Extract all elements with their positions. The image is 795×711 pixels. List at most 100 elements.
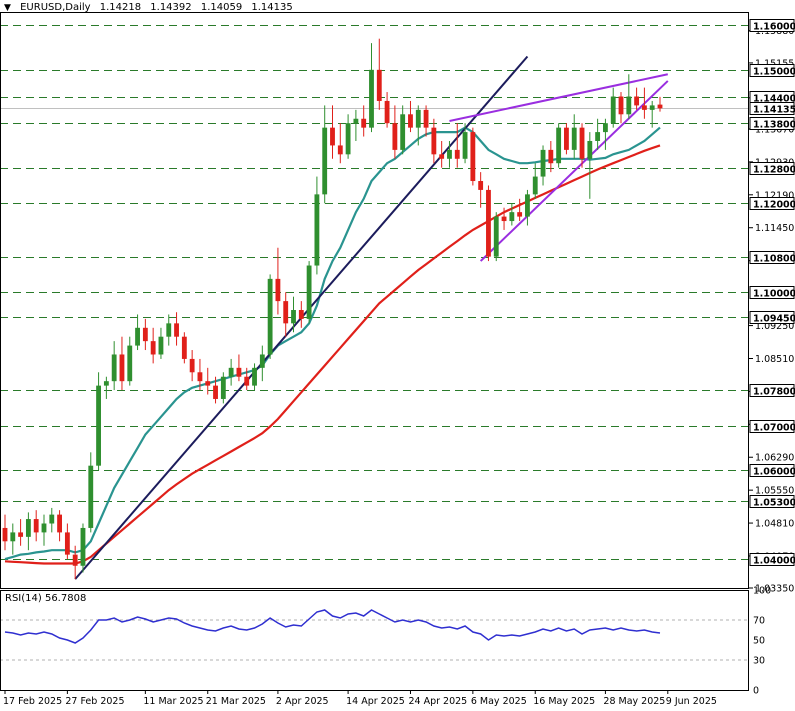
- candle-body: [119, 354, 125, 382]
- candle-body: [49, 514, 55, 524]
- candle-body: [205, 381, 211, 386]
- level-label-box: [749, 464, 795, 477]
- time-tick-label: 27 Feb 2025: [65, 696, 124, 707]
- current-price-label: 1.14135: [753, 105, 795, 116]
- low-value: 1.14059: [200, 2, 243, 13]
- candle-body: [252, 367, 257, 386]
- candle-body: [415, 109, 421, 128]
- candle-body: [330, 127, 335, 146]
- rsi-label: RSI(14) 56.7808: [5, 593, 87, 604]
- level-label-box: [749, 64, 795, 77]
- candle-body: [400, 114, 406, 150]
- menu-arrow-icon[interactable]: ▼: [4, 3, 11, 13]
- candle-body: [579, 127, 585, 159]
- candle-body: [228, 367, 234, 377]
- candle-body: [439, 154, 445, 159]
- candle-body: [291, 310, 296, 324]
- candle-body: [345, 123, 351, 155]
- level-label: 1.09450: [753, 314, 795, 325]
- level-label: 1.07000: [753, 423, 795, 434]
- rsi-tick-label: 100: [753, 586, 771, 597]
- candle-body: [525, 194, 530, 217]
- candle-body: [64, 532, 70, 555]
- candle-body: [57, 514, 63, 533]
- candle-body: [25, 519, 31, 537]
- rsi-tick-label: 50: [753, 636, 765, 647]
- level-labels: 1.16000 1.15000 1.14400 1.13800 1.12800 1.120…: [749, 19, 795, 567]
- candle-body: [213, 385, 218, 399]
- price-tick-label: 1.15155: [755, 58, 794, 69]
- candle-body: [127, 345, 133, 382]
- candle-body: [431, 127, 437, 155]
- candle-body: [80, 527, 86, 566]
- candle-body: [189, 358, 195, 373]
- candle-body: [478, 181, 484, 190]
- time-tick-label: 2 Apr 2025: [276, 696, 329, 707]
- candle-body: [244, 376, 250, 386]
- candle-body: [540, 149, 546, 177]
- rsi-pane-frame: [0, 590, 749, 691]
- level-label: 1.10800: [753, 254, 795, 265]
- candle-body: [634, 96, 640, 106]
- level-label: 1.12800: [753, 165, 795, 176]
- time-tick-label: 14 Apr 2025: [346, 696, 405, 707]
- time-tick-label: 21 Mar 2025: [206, 696, 266, 707]
- candle-body: [376, 69, 382, 101]
- level-label: 1.04000: [753, 556, 795, 567]
- rsi-tick-label: 0: [753, 686, 759, 697]
- candle-body: [135, 327, 140, 346]
- level-label-box: [749, 311, 795, 324]
- candle-body: [41, 523, 47, 533]
- level-lines: [0, 25, 749, 560]
- candle-body: [641, 105, 647, 110]
- candle-body: [2, 527, 8, 542]
- candle-body: [236, 367, 242, 377]
- level-label-box: [749, 117, 795, 130]
- candle-body: [392, 123, 398, 150]
- time-axis: 17 Feb 2025 27 Feb 2025 11 Mar 2025 21 Mar …: [3, 690, 717, 707]
- time-tick-label: 24 Apr 2025: [408, 696, 467, 707]
- level-label: 1.07800: [753, 387, 795, 398]
- candle-body: [298, 310, 304, 319]
- price-tick-label: 1.11450: [755, 223, 794, 234]
- candle-body: [220, 376, 226, 399]
- price-tick-label: 1.04810: [755, 519, 794, 530]
- candle-body: [454, 149, 460, 159]
- level-label: 1.14400: [753, 94, 795, 105]
- rsi-line: [4, 609, 661, 644]
- candle-body: [283, 301, 289, 324]
- level-label: 1.13800: [753, 120, 795, 131]
- candle-body: [564, 127, 569, 150]
- candle-body: [517, 212, 523, 217]
- price-tick-label: 1.08510: [755, 354, 794, 365]
- candle-body: [408, 114, 413, 128]
- time-tick-label: 9 Jun 2025: [666, 696, 717, 707]
- time-tick-label: 17 Feb 2025: [3, 696, 62, 707]
- price-tick-label: 1.05550: [755, 486, 794, 497]
- rsi-pane: 100 70 50 30 0: [0, 586, 771, 697]
- candle-body: [571, 127, 577, 150]
- candle-body: [88, 465, 94, 528]
- candle-body: [181, 336, 187, 359]
- time-tick-label: 11 Mar 2025: [143, 696, 203, 707]
- level-label: 1.10000: [753, 289, 795, 300]
- level-label-box: [749, 162, 795, 175]
- high-value: 1.14392: [150, 2, 192, 13]
- candle-body: [197, 372, 203, 382]
- candle-body: [602, 123, 608, 133]
- candle-body: [501, 216, 507, 222]
- chart-header: ▼ EURUSD,Daily 1.14218 1.14392 1.14059 1…: [4, 2, 299, 13]
- level-label-box: [749, 251, 795, 264]
- candle-body: [322, 127, 328, 195]
- slow-ma-line: [4, 144, 661, 565]
- candle-body: [275, 278, 281, 302]
- time-tick-label: 28 May 2025: [603, 696, 665, 707]
- price-pane-frame: [0, 12, 749, 589]
- level-label-box: [749, 420, 795, 433]
- candle-body: [532, 176, 538, 195]
- candle-body: [267, 278, 273, 355]
- level-label: 1.12000: [753, 200, 795, 211]
- price-tick-label: 1.12190: [755, 190, 794, 201]
- candle-body: [470, 132, 476, 182]
